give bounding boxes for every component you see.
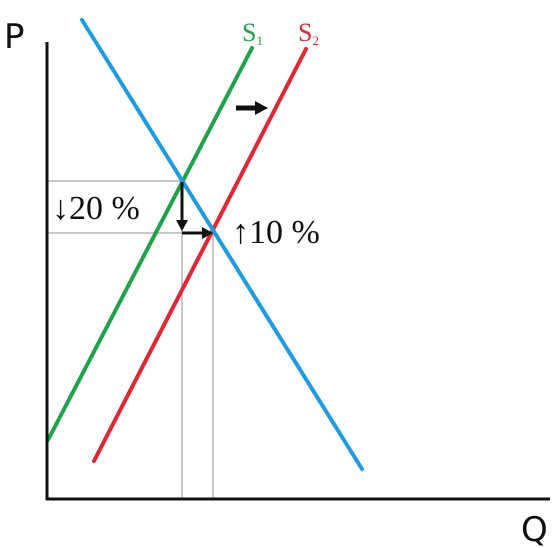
supply-curve-s2: [92, 47, 308, 463]
quantity-rise-arrowhead: [202, 227, 213, 239]
demand-curve: [80, 18, 364, 471]
quantity-change-label: ↑10 %: [232, 214, 320, 251]
s2-label: S2: [298, 18, 319, 48]
s1-label: S1: [242, 18, 263, 48]
price-change-label: ↓20 %: [52, 190, 140, 227]
price-drop-arrowhead: [176, 220, 188, 231]
y-axis-label: P: [4, 17, 25, 57]
supply-shift-arrowhead: [255, 101, 268, 115]
supply-curve-s1: [46, 46, 254, 442]
x-axis-label: Q: [521, 510, 548, 548]
